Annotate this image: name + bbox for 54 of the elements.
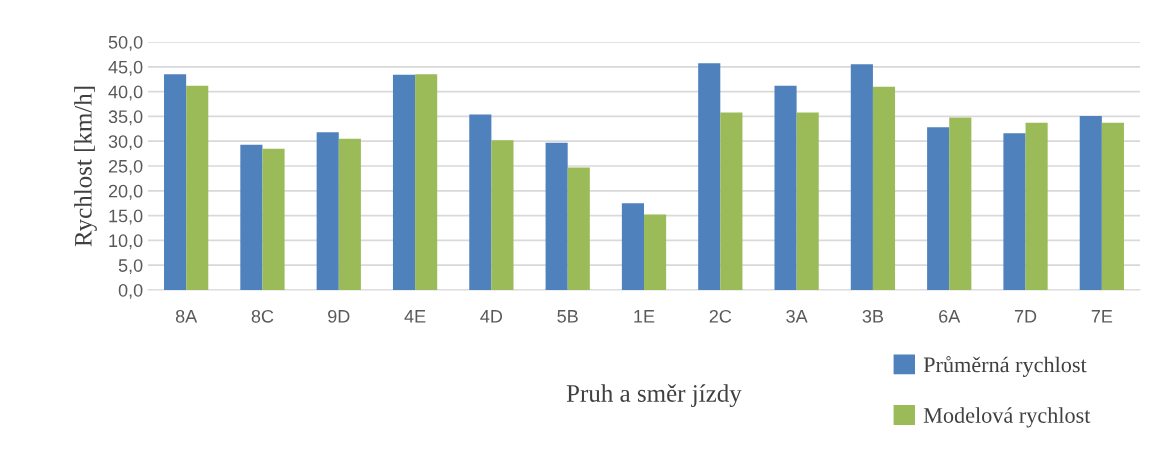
bar [392,74,416,290]
x-tick-label: 8A [175,309,198,323]
bar [644,214,667,290]
y-tick-label: 40,0 [108,85,143,101]
y-tick-label: 25,0 [108,159,143,175]
bar [949,117,972,290]
x-axis-title: Pruh a směr jízdy [566,384,742,408]
y-tick-label: 5,0 [118,259,143,275]
bar [1079,115,1102,290]
y-tick-label: 10,0 [109,234,143,250]
x-tick-label: 3A [786,309,808,323]
bar [872,86,896,290]
x-tick-label: 9D [328,309,350,323]
bar [1101,122,1124,290]
bar [850,64,873,290]
x-tick-label: 6A [939,309,961,323]
y-tick-label: 0,0 [118,283,143,299]
x-tick-label: 5B [557,310,578,323]
x-tick-label: 2C [709,309,732,323]
bar [469,114,492,290]
y-tick-label: 45,0 [108,60,143,76]
y-tick-label: 20,0 [108,184,143,200]
x-tick-label: 7D [1014,310,1037,323]
bar [720,112,743,290]
bar [316,132,339,290]
y-tick-label: 35,0 [108,110,143,126]
bar [415,74,438,290]
x-tick-label: 4E [404,310,426,323]
legend-label: Modelová rychlost [923,407,1091,428]
x-tick-label: 3B [862,309,884,323]
bar [621,203,644,290]
bar [240,144,263,290]
bar [927,127,950,290]
bar [796,112,819,290]
bar [338,138,361,290]
bar [698,63,721,290]
y-axis-title: Rychlost [km/h] [74,86,97,247]
bar [186,85,209,290]
bar [491,140,514,290]
y-tick-label: 15,0 [109,209,143,225]
x-tick-label: 7E [1091,310,1113,323]
y-tick-label: 50,0 [108,35,143,51]
bar [774,85,797,290]
bar [567,167,590,290]
y-tick-label: 30,0 [108,135,143,151]
bar [262,148,285,290]
bar [1003,133,1026,290]
legend-label: Průměrná rychlost [923,356,1087,377]
x-tick-label: 1E [634,310,655,323]
bar [1025,122,1048,290]
bar [164,74,187,290]
x-tick-label: 8C [251,309,274,323]
x-tick-label: 4D [480,310,503,323]
bar [545,142,568,290]
